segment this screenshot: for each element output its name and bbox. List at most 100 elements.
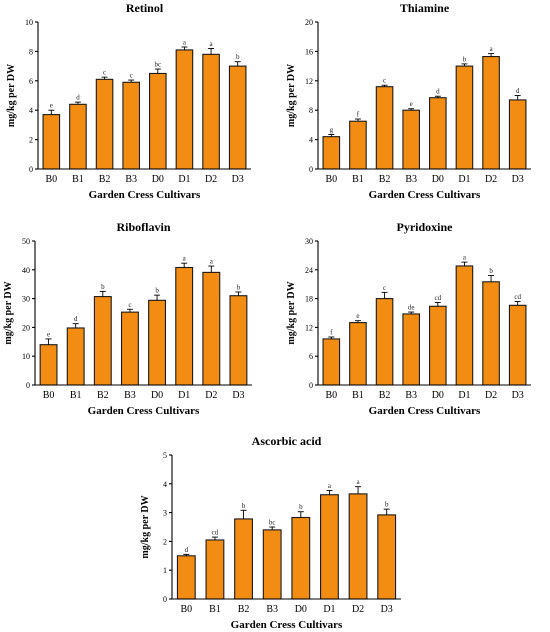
significance-letter: g — [330, 126, 334, 134]
significance-letter: b — [385, 501, 389, 509]
bar-d2 — [482, 281, 500, 386]
chart-retinol-svg: Retinol 0 2 4 6 8 10 e B0 d B1 c B2 c B3 bc D0 a D1 a D2 b D3 G… — [6, 1, 251, 201]
chart-title: Thiamine — [400, 1, 450, 15]
x-tick-label: D3 — [232, 390, 244, 401]
y-tick-label: 30 — [22, 295, 30, 304]
x-tick-label: B0 — [180, 604, 192, 615]
significance-letter: cd — [514, 293, 521, 301]
y-axis-label: mg/kg per DW — [286, 281, 297, 344]
bar-b0 — [322, 136, 341, 170]
significance-letter: b — [242, 502, 246, 510]
x-tick-label: D2 — [205, 390, 217, 401]
significance-letter: a — [210, 258, 214, 266]
chart-title: Retinol — [126, 1, 164, 15]
bar-d2 — [348, 493, 368, 600]
bar-b2 — [93, 296, 112, 386]
x-tick-label: D3 — [381, 604, 393, 615]
significance-letter: b — [155, 287, 159, 295]
significance-letter: b — [299, 503, 303, 511]
y-tick-label: 16 — [305, 47, 313, 56]
bar-b0 — [39, 344, 58, 386]
significance-letter: cd — [212, 529, 219, 537]
significance-letter: cd — [435, 294, 442, 302]
bar-d3 — [377, 514, 397, 600]
chart-riboflavin: Riboflavin 0 10 20 30 40 50 e B0 d B1 b B2 c B3 b D0 a D1 a… — [0, 210, 275, 420]
y-tick-label: 40 — [22, 266, 30, 275]
y-axis-label: mg/kg per DW — [286, 64, 297, 127]
x-tick-label: D2 — [205, 174, 217, 185]
chart-pyridoxine-svg: Pyridoxine 0 6 12 18 24 30 f B0 e B1 c B2 de B3 cd D0 a D1… — [286, 220, 531, 417]
y-tick-label: 24 — [305, 266, 313, 275]
bar-d0 — [148, 299, 167, 386]
significance-letter: b — [101, 283, 105, 291]
significance-letter: d — [516, 87, 520, 95]
y-tick-label: 4 — [29, 106, 33, 115]
x-tick-label: D1 — [323, 604, 335, 615]
bar-d2 — [202, 271, 221, 386]
significance-letter: d — [436, 88, 440, 96]
x-tick-label: D2 — [352, 604, 364, 615]
x-tick-label: D3 — [232, 174, 244, 185]
x-tick-label: B1 — [209, 604, 221, 615]
significance-letter: c — [128, 301, 131, 309]
significance-letter: a — [490, 45, 494, 53]
bar-b2 — [234, 518, 253, 600]
y-tick-label: 8 — [29, 47, 33, 56]
y-tick-label: 4 — [163, 480, 167, 489]
significance-letter: c — [130, 72, 133, 80]
bar-b3 — [122, 81, 140, 170]
x-axis-label: Garden Cress Cultivars — [231, 619, 343, 631]
y-tick-label: 10 — [22, 352, 30, 361]
y-tick-label: 50 — [22, 237, 30, 246]
significance-letter: d — [76, 94, 80, 102]
significance-letter: c — [383, 284, 386, 292]
x-tick-label: B0 — [43, 390, 55, 401]
y-tick-label: 5 — [163, 451, 167, 460]
x-tick-label: B2 — [379, 390, 391, 401]
x-tick-label: B2 — [238, 604, 250, 615]
y-tick-label: 1 — [163, 566, 167, 575]
bar-d1 — [175, 49, 194, 170]
x-tick-label: D0 — [152, 174, 164, 185]
bar-b2 — [375, 86, 394, 170]
bar-b2 — [95, 78, 114, 170]
y-tick-label: 0 — [309, 381, 313, 390]
significance-letter: f — [357, 111, 360, 119]
chart-retinol: Retinol 0 2 4 6 8 10 e B0 d B1 c B2 c B3 bc D0 a D1 a D2 b D3 G… — [0, 0, 275, 205]
x-tick-label: B1 — [70, 390, 82, 401]
x-tick-label: B2 — [97, 390, 109, 401]
significance-letter: d — [74, 315, 78, 323]
significance-letter: e — [356, 312, 359, 320]
significance-letter: d — [185, 546, 189, 554]
significance-letter: a — [463, 254, 467, 262]
y-tick-label: 3 — [163, 509, 167, 518]
x-tick-label: B3 — [266, 604, 278, 615]
x-axis-label: Garden Cress Cultivars — [88, 405, 200, 417]
y-tick-label: 30 — [305, 237, 313, 246]
significance-letter: b — [236, 53, 240, 61]
y-tick-label: 20 — [305, 18, 313, 27]
significance-letter: c — [103, 69, 106, 77]
y-tick-label: 6 — [29, 77, 33, 86]
x-axis-label: Garden Cress Cultivars — [369, 405, 481, 417]
bar-b3 — [120, 311, 139, 386]
x-tick-label: D0 — [432, 174, 444, 185]
x-tick-label: D1 — [178, 174, 190, 185]
bar-d2 — [482, 55, 500, 170]
y-tick-label: 0 — [163, 595, 167, 604]
bar-d1 — [455, 265, 474, 386]
significance-letter: f — [330, 329, 333, 337]
x-tick-label: B1 — [352, 174, 364, 185]
x-tick-label: D3 — [512, 174, 524, 185]
y-tick-label: 4 — [309, 136, 313, 145]
y-tick-label: 8 — [309, 106, 313, 115]
chart-title: Riboflavin — [116, 220, 170, 234]
significance-letter: de — [408, 304, 415, 312]
significance-letter: e — [410, 100, 413, 108]
x-tick-label: B1 — [72, 174, 84, 185]
bar-b0 — [176, 555, 196, 600]
bar-d0 — [429, 97, 447, 170]
significance-letter: e — [47, 330, 50, 338]
y-tick-label: 0 — [309, 165, 313, 174]
bar-d0 — [429, 305, 447, 386]
